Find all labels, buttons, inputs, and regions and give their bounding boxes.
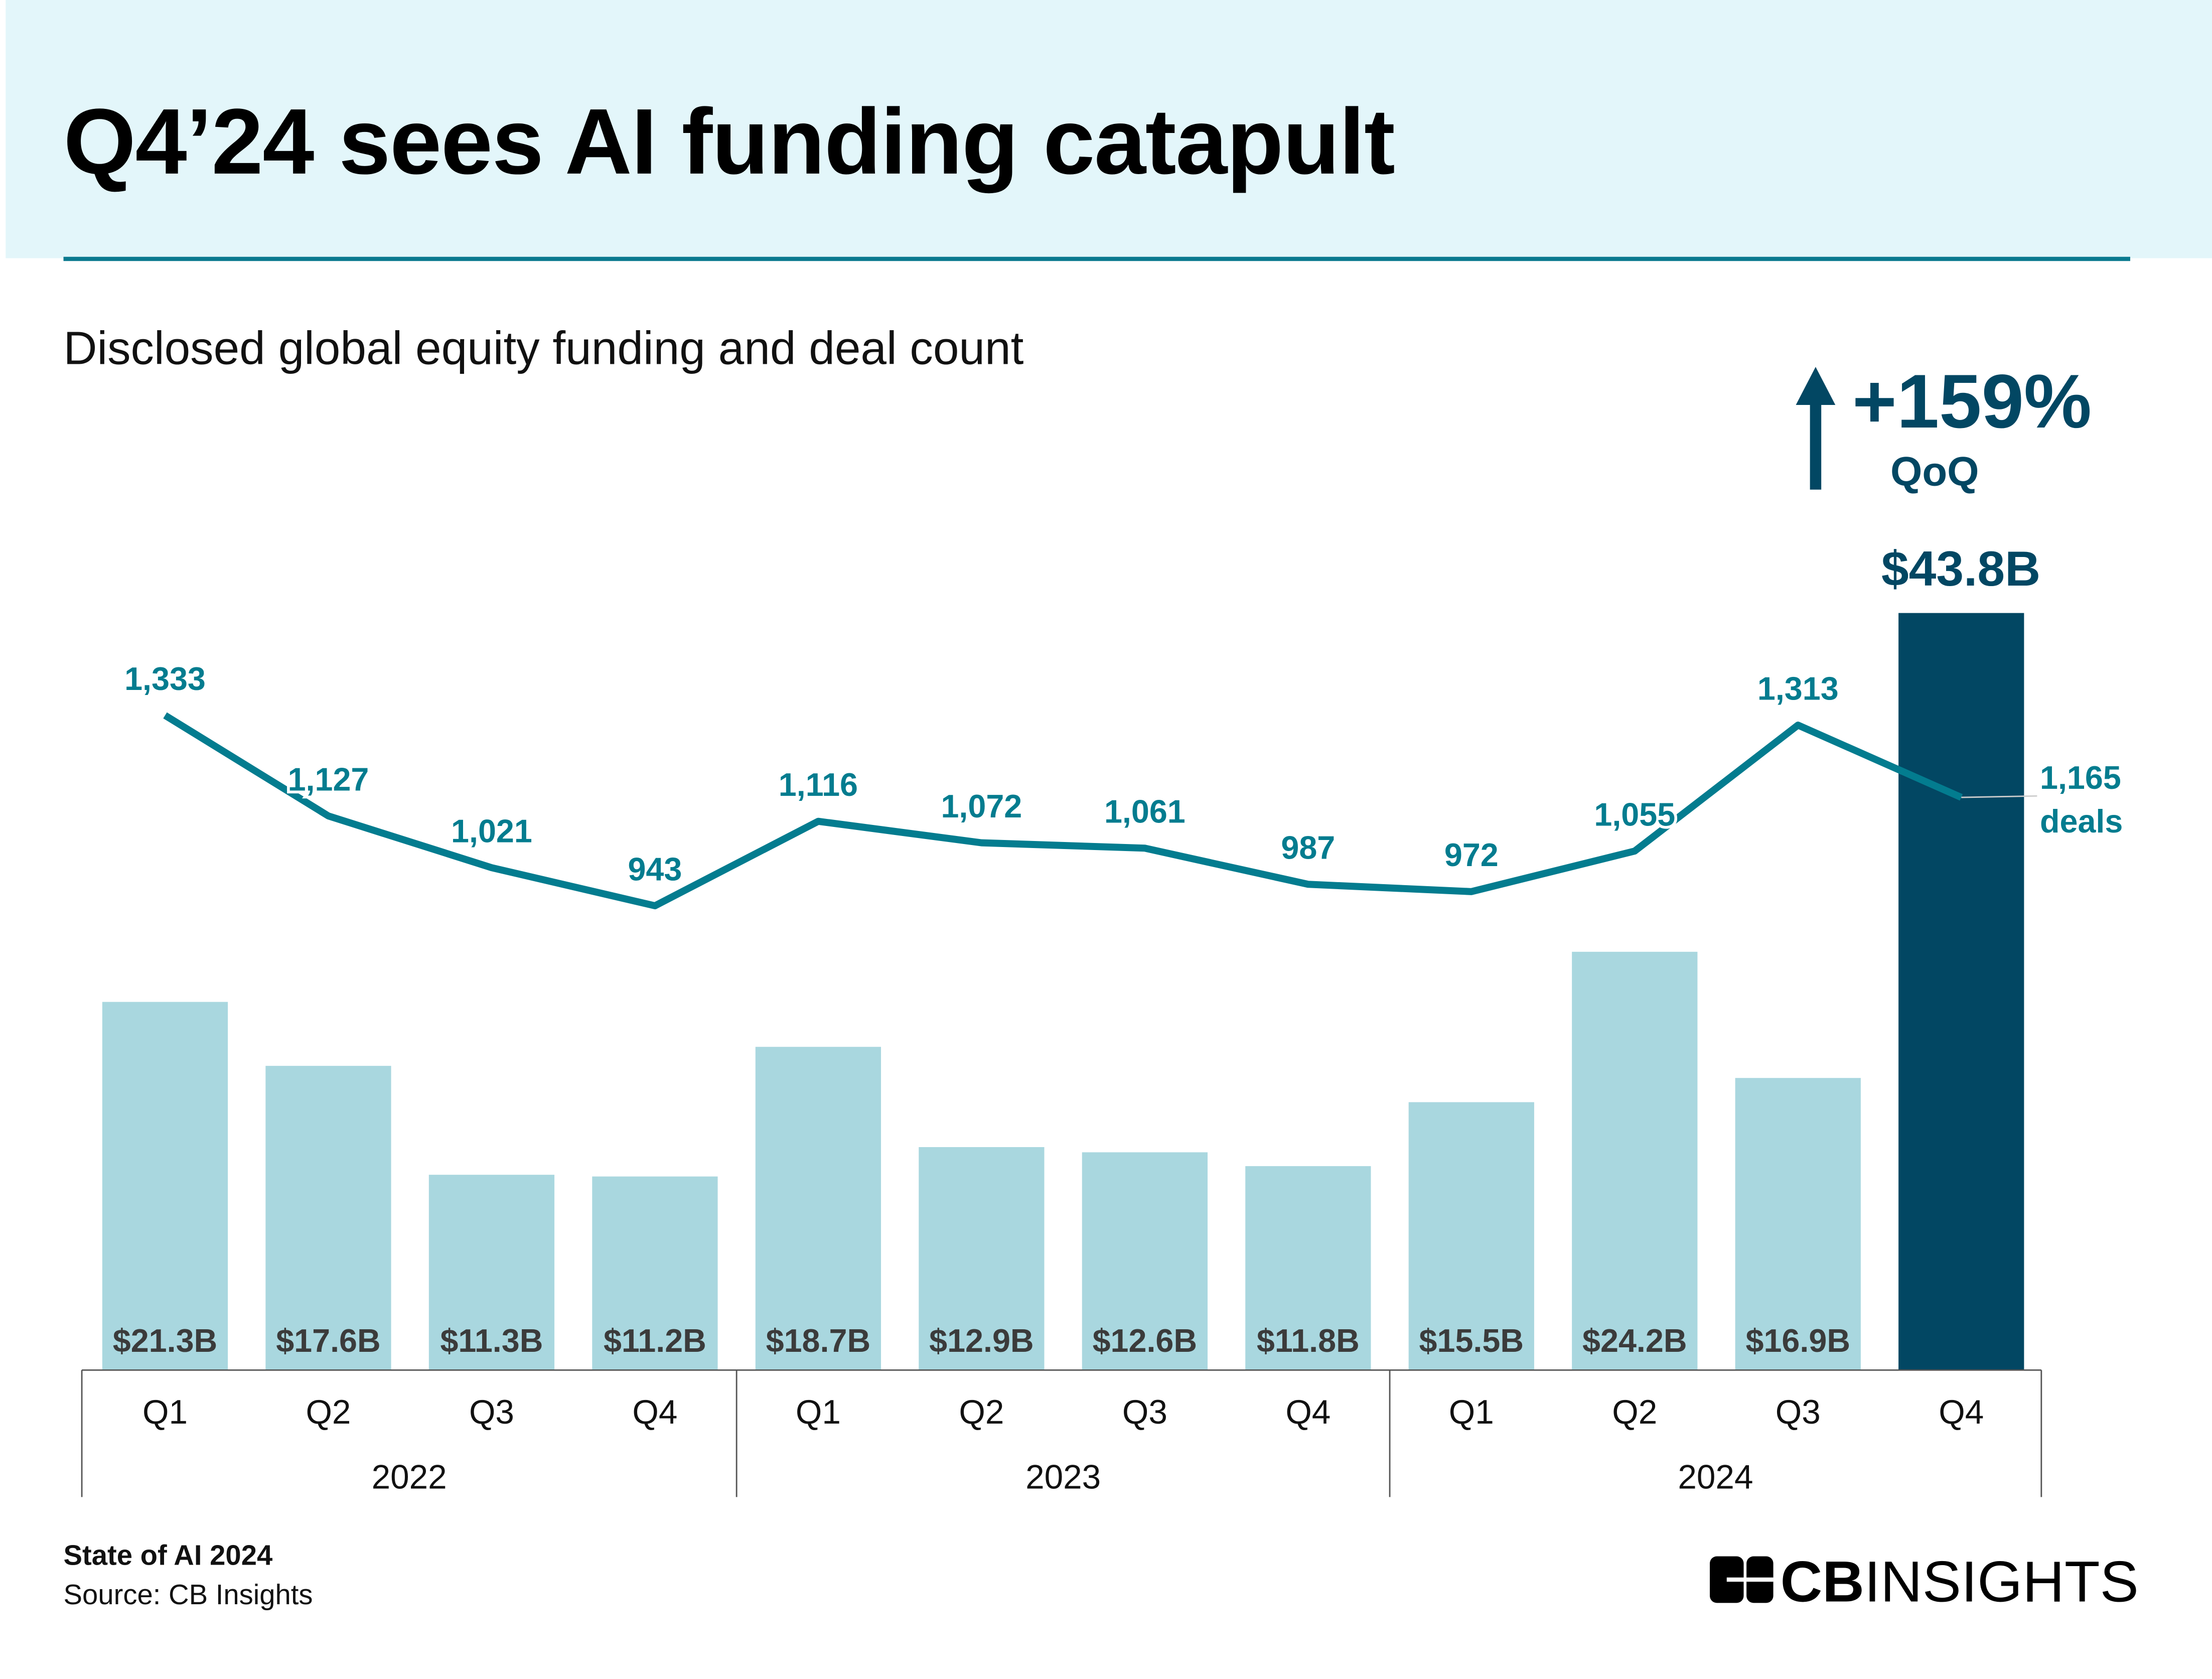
deal-count-label: 1,055 xyxy=(1594,796,1675,832)
deal-count-label: 1,165 xyxy=(2040,759,2121,796)
funding-bar xyxy=(102,1002,228,1370)
funding-bar xyxy=(1572,951,1698,1370)
funding-bar xyxy=(428,1175,555,1370)
funding-bar xyxy=(755,1047,881,1370)
deal-leader-line xyxy=(1961,795,2037,798)
quarter-tick-label: Q4 xyxy=(1939,1393,1984,1431)
qoq-label: QoQ xyxy=(1890,449,1979,494)
deal-count-label: 1,072 xyxy=(941,788,1022,824)
deal-count-label: 1,021 xyxy=(451,813,532,850)
funding-bar xyxy=(1408,1102,1534,1370)
report-name: State of AI 2024 xyxy=(63,1541,273,1572)
deal-unit-label: deals xyxy=(2040,803,2123,840)
deal-count-label: 1,333 xyxy=(124,660,206,697)
arrow-up-icon xyxy=(1796,367,1836,490)
quarter-tick-label: Q2 xyxy=(959,1393,1004,1431)
funding-bar xyxy=(1082,1152,1208,1370)
funding-bar-label: $16.9B xyxy=(1746,1322,1851,1359)
funding-bar xyxy=(265,1066,391,1370)
funding-bar xyxy=(1245,1166,1371,1370)
funding-bar-label: $12.9B xyxy=(929,1322,1034,1359)
deal-count-label: 943 xyxy=(628,851,682,887)
funding-bar xyxy=(1898,613,2024,1370)
deal-count-label: 1,061 xyxy=(1104,793,1186,830)
quarter-tick-label: Q4 xyxy=(1285,1393,1331,1431)
cb-insights-logo-icon xyxy=(1710,1556,1774,1603)
funding-bar-label: $17.6B xyxy=(276,1322,381,1359)
deal-count-label: 1,313 xyxy=(1757,670,1839,707)
funding-bar-label: $11.3B xyxy=(440,1322,543,1359)
funding-bar-label: $12.6B xyxy=(1093,1322,1198,1359)
chart-subtitle: Disclosed global equity funding and deal… xyxy=(63,322,1024,374)
header-divider xyxy=(63,256,2130,261)
deal-count-label: 987 xyxy=(1281,829,1335,866)
quarter-tick-label: Q3 xyxy=(1776,1393,1821,1431)
funding-bar-label: $21.3B xyxy=(113,1322,217,1359)
deal-count-line xyxy=(163,712,1963,910)
qoq-change: +159% xyxy=(1852,359,2092,444)
quarter-tick-label: Q1 xyxy=(1449,1393,1494,1431)
quarter-tick-label: Q1 xyxy=(796,1393,841,1431)
funding-bar xyxy=(1735,1078,1861,1370)
quarter-tick-label: Q3 xyxy=(1122,1393,1167,1431)
funding-bar xyxy=(592,1176,718,1370)
quarter-tick-label: Q4 xyxy=(632,1393,677,1431)
year-label: 2024 xyxy=(1678,1459,1753,1496)
funding-bar-label: $24.2B xyxy=(1582,1322,1687,1359)
cb-insights-logo: CBINSIGHTS xyxy=(1710,1550,2139,1612)
funding-bar-label: $18.7B xyxy=(766,1322,871,1359)
quarter-tick-label: Q1 xyxy=(142,1393,188,1431)
svg-text:CBINSIGHTS: CBINSIGHTS xyxy=(1781,1550,2139,1612)
year-label: 2023 xyxy=(1025,1459,1101,1496)
year-label: 2022 xyxy=(372,1459,447,1496)
source-note: Source: CB Insights xyxy=(63,1580,313,1612)
highlight-bar-value: $43.8B xyxy=(1881,541,2040,596)
funding-bar-label: $15.5B xyxy=(1419,1322,1524,1359)
quarter-tick-label: Q2 xyxy=(306,1393,351,1431)
page-title: Q4’24 sees AI funding catapult xyxy=(63,89,1395,194)
funding-bar-label: $11.2B xyxy=(604,1322,706,1359)
deal-count-label: 1,116 xyxy=(779,766,858,803)
quarter-tick-label: Q3 xyxy=(469,1393,514,1431)
quarter-tick-label: Q2 xyxy=(1612,1393,1657,1431)
deal-count-label: 972 xyxy=(1444,836,1499,873)
header-band xyxy=(6,0,2212,258)
deal-count-label: 1,127 xyxy=(288,761,369,797)
funding-bar-label: $11.8B xyxy=(1257,1322,1360,1359)
funding-bar xyxy=(919,1147,1045,1370)
